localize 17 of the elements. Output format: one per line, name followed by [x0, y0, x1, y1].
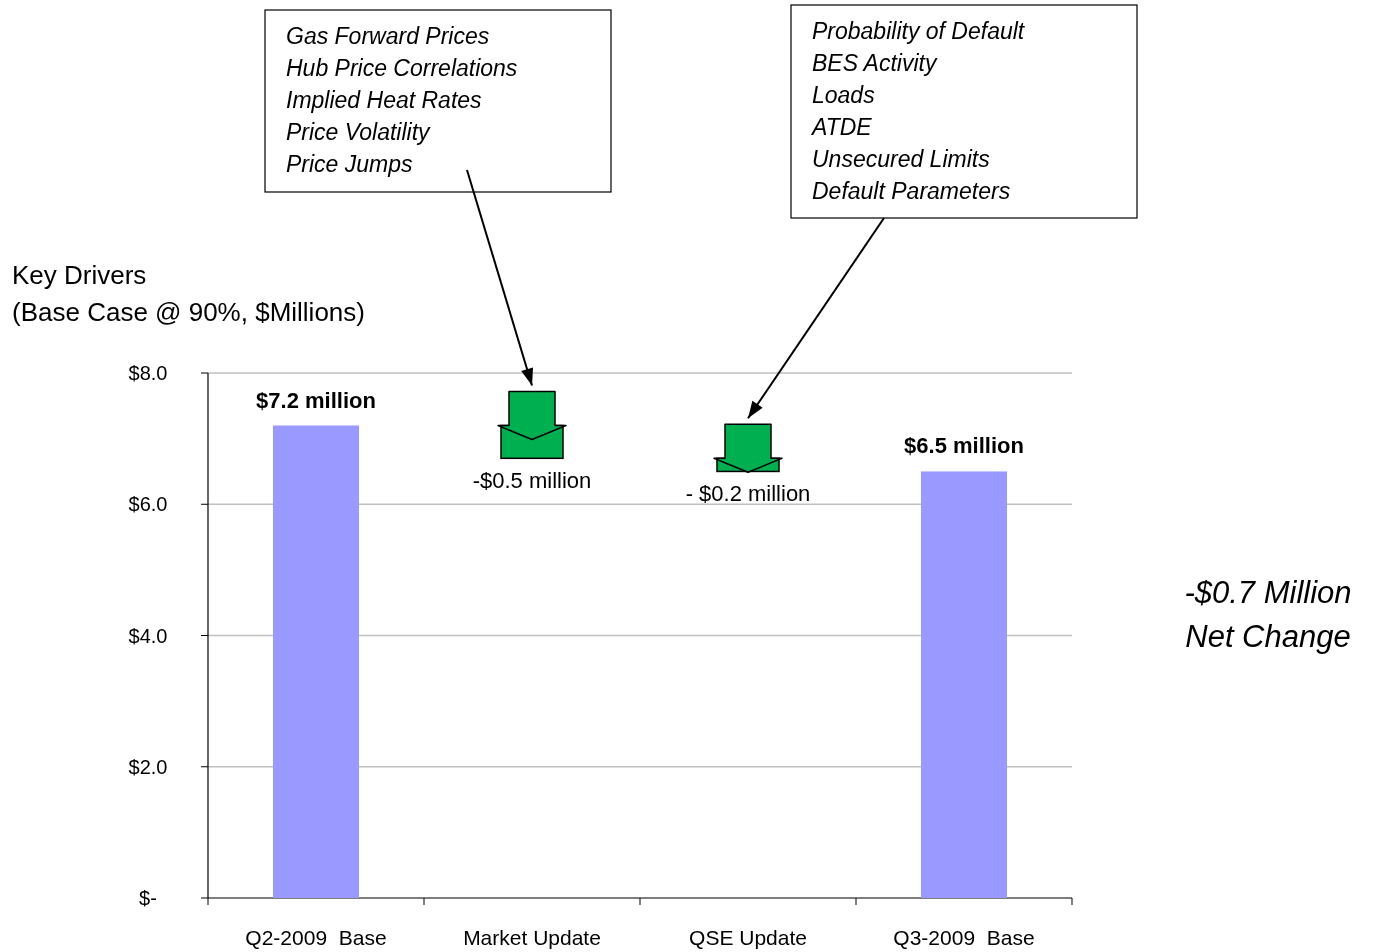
data-label: -$0.5 million [472, 468, 592, 494]
data-label: $6.5 million [904, 433, 1024, 459]
x-tick-label: Market Update [463, 926, 601, 949]
y-tick-label: $4.0 [128, 624, 168, 647]
x-tick-label: Q3-2009 Base [893, 926, 1035, 949]
text: -$0.7 Million Net Change [1184, 575, 1352, 654]
y-tick-label: $6.0 [128, 493, 168, 516]
x-tick-label: QSE Update [689, 926, 807, 949]
y-tick-label: $- [139, 887, 157, 909]
x-tick-label: Q2-2009 Base [245, 926, 387, 949]
y-tick-label: $8.0 [128, 362, 168, 384]
text: Gas Forward Prices Hub Price Correlations Implied Heat Rates Price Volatility Price Jumps [286, 23, 518, 177]
y-axis-title: Key Drivers (Base Case @ 90%, $Millions) [12, 260, 365, 327]
data-label: $7.2 million [256, 387, 376, 413]
y-tick-label: $2.0 [128, 755, 168, 778]
text: Probability of Default BES Activity Loads ATDE Unsecured Limits Default Parameters [810, 18, 1026, 204]
data-label: - $0.2 million [685, 481, 811, 507]
